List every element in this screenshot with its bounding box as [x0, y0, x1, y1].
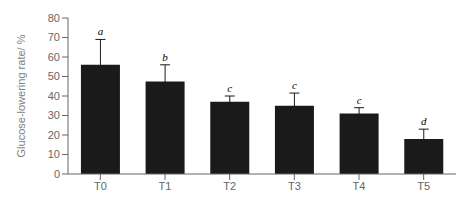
svg-text:T3: T3: [288, 180, 301, 192]
svg-text:10: 10: [48, 148, 60, 160]
svg-text:50: 50: [48, 70, 60, 82]
svg-text:40: 40: [48, 90, 60, 102]
svg-text:20: 20: [48, 129, 60, 141]
svg-text:T0: T0: [94, 180, 107, 192]
svg-text:T4: T4: [353, 180, 366, 192]
svg-text:0: 0: [54, 168, 60, 180]
svg-text:T1: T1: [159, 180, 172, 192]
svg-text:a: a: [98, 25, 104, 37]
svg-text:c: c: [292, 79, 297, 91]
svg-text:c: c: [227, 82, 232, 94]
svg-text:d: d: [421, 115, 427, 127]
svg-text:b: b: [162, 51, 168, 63]
svg-text:Glucose-lowering rate/ %: Glucose-lowering rate/ %: [15, 34, 27, 157]
svg-text:T2: T2: [223, 180, 236, 192]
svg-text:80: 80: [48, 12, 60, 24]
svg-text:60: 60: [48, 51, 60, 63]
svg-text:c: c: [357, 94, 362, 106]
svg-text:70: 70: [48, 31, 60, 43]
svg-text:T5: T5: [417, 180, 430, 192]
svg-text:30: 30: [48, 109, 60, 121]
